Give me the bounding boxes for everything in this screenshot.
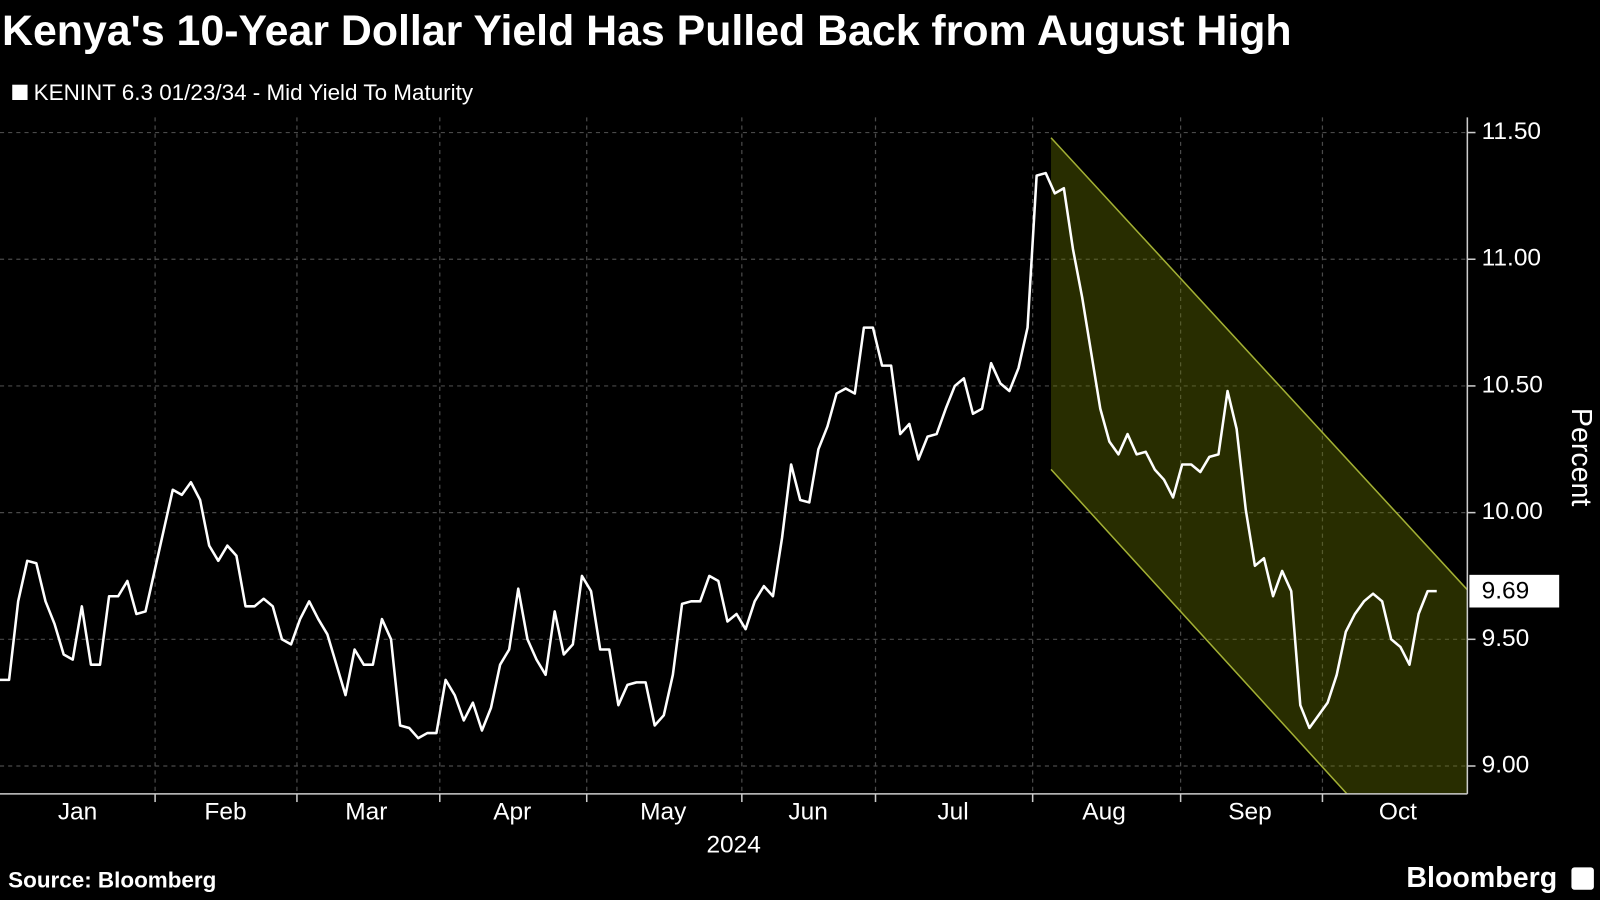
trend-channel [1051, 137, 1468, 794]
x-tick-label: Jun [788, 799, 827, 826]
chart-title: Kenya's 10-Year Dollar Yield Has Pulled … [2, 7, 1292, 55]
channel-upper [1050, 137, 1468, 591]
source: Source: Bloomberg [8, 868, 216, 893]
y-tick-label: 10.00 [1482, 498, 1543, 525]
last-value-tag [1469, 574, 1560, 608]
channel-lower [1050, 468, 1348, 795]
x-tick-label: Apr [493, 799, 531, 826]
brand: Bloomberg [1406, 862, 1557, 894]
x-tick-label: May [640, 799, 687, 826]
y-tick-label: 9.00 [1482, 751, 1530, 778]
y-tick-label: 11.50 [1482, 118, 1541, 145]
x-tick-label: Aug [1082, 799, 1126, 826]
last-value-label: 9.69 [1482, 578, 1530, 605]
x-tick-label: Sep [1228, 799, 1272, 826]
x-tick-label: Oct [1379, 799, 1417, 826]
legend-swatch [12, 84, 28, 100]
y-axis-label: Percent [1565, 408, 1597, 506]
y-tick-label: 11.00 [1482, 245, 1541, 272]
brand-icon [1571, 867, 1594, 890]
x-tick-label: Jul [937, 799, 968, 826]
x-tick-label: Feb [204, 799, 246, 826]
x-axis-year: 2024 [706, 831, 760, 858]
y-tick-label: 9.50 [1482, 625, 1530, 652]
x-tick-label: Jan [58, 799, 97, 826]
line [0, 171, 1437, 740]
y-tick-label: 10.50 [1482, 371, 1543, 398]
legend-label: KENINT 6.3 01/23/34 - Mid Yield To Matur… [34, 80, 474, 105]
x-tick-label: Mar [345, 799, 387, 826]
